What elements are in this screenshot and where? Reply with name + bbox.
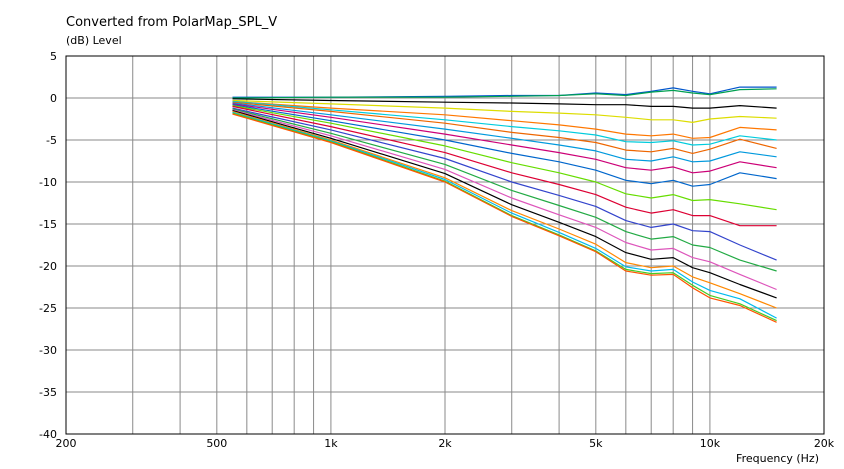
y-tick-label: -35: [39, 386, 57, 399]
chart-title: Converted from PolarMap_SPL_V: [66, 15, 277, 30]
x-tick-label: 20k: [814, 437, 835, 450]
series-line-1: [232, 86, 777, 98]
x-tick-label: 10k: [700, 437, 721, 450]
plot-frame: [65, 55, 825, 435]
series-line-16: [232, 110, 777, 299]
series-line-2: [232, 88, 777, 99]
series-line-17: [232, 110, 777, 309]
y-tick-label: -30: [39, 344, 57, 357]
x-tick-label: 500: [206, 437, 227, 450]
series-line-13: [232, 107, 777, 261]
y-tick-label: -20: [39, 260, 57, 273]
y-tick-label: 5: [50, 50, 57, 63]
x-axis-label: Frequency (Hz): [736, 452, 819, 465]
series-line-18: [232, 111, 777, 319]
x-tick-label: 5k: [589, 437, 603, 450]
series-line-7: [232, 101, 777, 154]
y-tick-label: -10: [39, 176, 57, 189]
x-tick-label: 2k: [438, 437, 452, 450]
series-group: [232, 86, 777, 323]
series-line-3: [232, 98, 777, 109]
series-line-14: [232, 108, 777, 272]
series-line-8: [232, 102, 777, 163]
y-tick-label: -15: [39, 218, 57, 231]
grid: [66, 56, 824, 434]
series-line-6: [232, 100, 777, 146]
y-tick-label: -40: [39, 428, 57, 441]
y-tick-label: -5: [46, 134, 57, 147]
y-tick-label: 0: [50, 92, 57, 105]
series-line-11: [232, 105, 777, 211]
series-line-20: [232, 113, 777, 323]
series-line-19: [232, 112, 777, 322]
x-tick-label: 1k: [324, 437, 338, 450]
y-tick-labels: 5 0 -5 -10 -15 -20 -25 -30 -35 -40: [39, 50, 57, 441]
x-tick-labels: 200 500 1k 2k 5k 10k 20k: [56, 437, 835, 450]
series-line-4: [232, 99, 777, 124]
y-axis-label: (dB) Level: [66, 34, 122, 47]
series-line-5: [232, 100, 777, 139]
series-line-9: [232, 103, 777, 174]
series-line-15: [232, 109, 777, 291]
x-tick-label: 200: [56, 437, 77, 450]
series-line-10: [232, 104, 777, 187]
y-tick-label: -25: [39, 302, 57, 315]
series-line-12: [232, 105, 777, 227]
